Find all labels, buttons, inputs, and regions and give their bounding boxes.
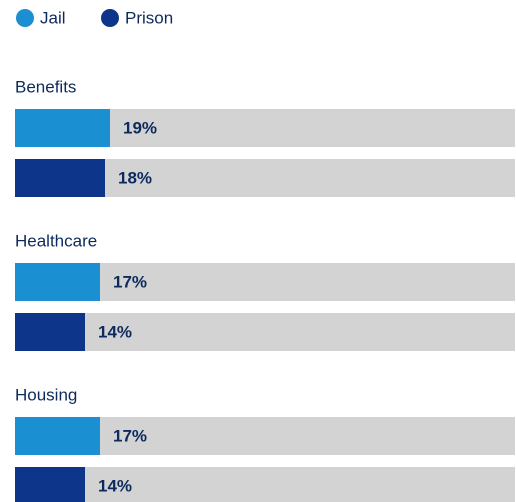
legend-swatch xyxy=(101,9,119,27)
legend-swatch xyxy=(16,9,34,27)
legend-label: Prison xyxy=(125,8,173,27)
value-label: 17% xyxy=(113,426,147,445)
bar xyxy=(15,109,110,147)
bar xyxy=(15,263,100,301)
category-label: Healthcare xyxy=(15,231,97,250)
bar xyxy=(15,313,85,351)
bar-track xyxy=(15,313,515,351)
value-label: 18% xyxy=(118,168,152,187)
category-label: Housing xyxy=(15,385,77,404)
bar-track xyxy=(15,467,515,502)
bar xyxy=(15,467,85,502)
value-label: 17% xyxy=(113,272,147,291)
value-label: 14% xyxy=(98,322,132,341)
bar xyxy=(15,417,100,455)
bar xyxy=(15,159,105,197)
legend-label: Jail xyxy=(40,8,66,27)
category-label: Benefits xyxy=(15,77,76,96)
value-label: 19% xyxy=(123,118,157,137)
value-label: 14% xyxy=(98,476,132,495)
